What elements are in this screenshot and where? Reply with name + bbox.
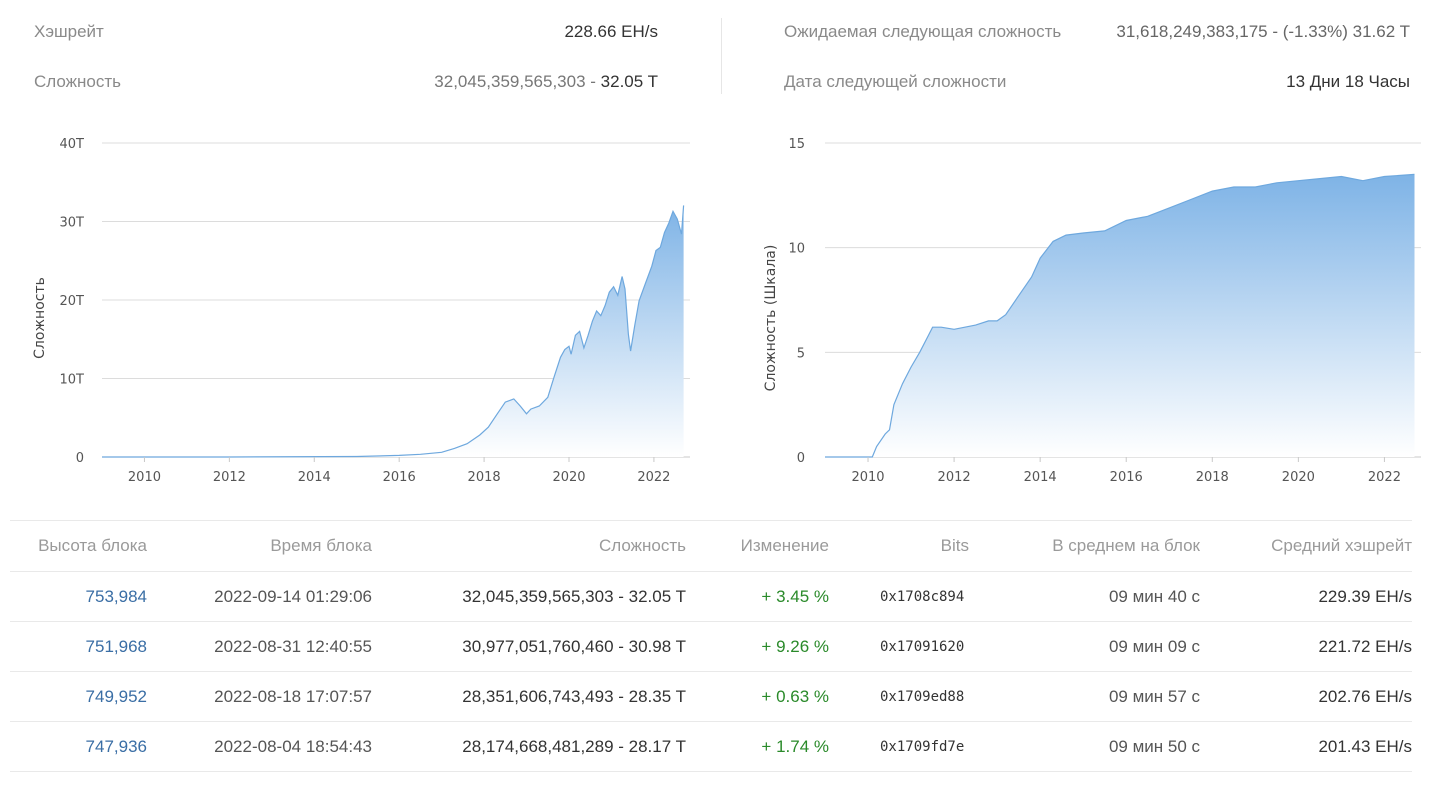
avg-hashrate: 202.76 EH/s	[1200, 671, 1412, 722]
difficulty-log-area	[825, 174, 1415, 457]
x-tick-label: 2012	[938, 470, 971, 485]
column-header-avg-block[interactable]: В среднем на блок	[1017, 520, 1200, 572]
y-tick-label: 10	[788, 242, 805, 257]
block-time: 2022-08-18 17:07:57	[147, 671, 372, 722]
block-bits: 0x17091620	[829, 621, 1017, 672]
y-tick-label: 15	[788, 137, 805, 152]
next-date-label: Дата следующей сложности	[784, 72, 1007, 91]
next-date-value: 13 Дни 18 Часы	[1286, 72, 1410, 91]
difficulty-short: 32.05 T	[600, 72, 658, 91]
difficulty-table: Высота блока Время блока Сложность Измен…	[10, 520, 1412, 772]
difficulty-log-chart: 0 5 10 15 2010 2012 2014 2016 2018 2020 2022 Слож…	[763, 137, 1421, 485]
avg-block-time: 09 мин 57 с	[1017, 671, 1200, 722]
column-header-change[interactable]: Изменение	[686, 520, 829, 572]
x-tick-label: 2016	[383, 470, 416, 485]
x-tick-label: 2022	[1368, 470, 1401, 485]
avg-hashrate: 221.72 EH/s	[1200, 621, 1412, 672]
x-tick-label: 2010	[128, 470, 161, 485]
avg-hashrate: 229.39 EH/s	[1200, 571, 1412, 622]
x-tick-label: 2020	[552, 470, 585, 485]
block-difficulty: 32,045,359,565,303 - 32.05 T	[372, 571, 686, 622]
block-height-link[interactable]: 751,968	[85, 636, 147, 656]
difficulty-change: + 3.45 %	[686, 571, 829, 622]
table-row: 751,968 2022-08-31 12:40:55 30,977,051,7…	[10, 621, 1412, 672]
x-tick-label: 2010	[851, 470, 884, 485]
y-tick-label: 40T	[60, 137, 85, 152]
column-header-height[interactable]: Высота блока	[10, 520, 147, 572]
table-row: 753,984 2022-09-14 01:29:06 32,045,359,5…	[10, 571, 1412, 622]
table-row: 749,952 2022-08-18 17:07:57 28,351,606,7…	[10, 671, 1412, 722]
difficulty-full: 32,045,359,565,303	[434, 72, 586, 91]
difficulty-value: 32,045,359,565,303 - 32.05 T	[434, 72, 658, 92]
hashrate-value: 228.66 EH/s	[564, 22, 658, 41]
column-header-bits[interactable]: Bits	[829, 520, 1017, 572]
block-height-link[interactable]: 753,984	[85, 586, 147, 606]
x-tick-label: 2016	[1110, 470, 1143, 485]
x-tick-label: 2018	[1196, 470, 1229, 485]
difficulty-label: Сложность	[34, 72, 122, 91]
column-header-difficulty[interactable]: Сложность	[372, 520, 686, 572]
block-height-link[interactable]: 749,952	[85, 686, 147, 706]
x-tick-label: 2014	[1024, 470, 1057, 485]
block-bits: 0x1709ed88	[829, 671, 1017, 722]
table-row: 747,936 2022-08-04 18:54:43 28,174,668,4…	[10, 721, 1412, 772]
difficulty-change: + 0.63 %	[686, 671, 829, 722]
avg-block-time: 09 мин 09 с	[1017, 621, 1200, 672]
difficulty-line	[102, 205, 685, 458]
avg-block-time: 09 мин 50 с	[1017, 721, 1200, 772]
block-bits: 0x1709fd7e	[829, 721, 1017, 772]
difficulty-area	[102, 205, 684, 457]
block-difficulty: 28,174,668,481,289 - 28.17 T	[372, 721, 686, 772]
stats-divider	[721, 18, 722, 94]
table-header-row: Высота блока Время блока Сложность Измен…	[10, 520, 1412, 572]
y-tick-label: 30T	[60, 216, 85, 231]
y-axis-label: Сложность	[32, 277, 48, 359]
x-tick-label: 2022	[637, 470, 670, 485]
y-tick-label: 5	[797, 346, 805, 361]
block-difficulty: 30,977,051,760,460 - 30.98 T	[372, 621, 686, 672]
column-header-time[interactable]: Время блока	[147, 520, 372, 572]
block-difficulty: 28,351,606,743,493 - 28.35 T	[372, 671, 686, 722]
next-difficulty-value: 31,618,249,383,175 - (-1.33%) 31.62 T	[1116, 22, 1410, 41]
x-tick-label: 2018	[468, 470, 501, 485]
block-bits: 0x1708c894	[829, 571, 1017, 622]
y-tick-label: 20T	[60, 294, 85, 309]
block-height-link[interactable]: 747,936	[85, 736, 147, 756]
x-tick-label: 2014	[298, 470, 331, 485]
avg-hashrate: 201.43 EH/s	[1200, 721, 1412, 772]
y-axis-label: Сложность (Шкала)	[763, 245, 779, 392]
stats-panel: Хэшрейт 228.66 EH/s Сложность 32,045,359…	[0, 0, 1440, 110]
x-tick-label: 2020	[1282, 470, 1315, 485]
column-header-avg-hashrate[interactable]: Средний хэшрейт	[1200, 520, 1412, 572]
y-tick-label: 0	[797, 451, 805, 466]
next-difficulty-label: Ожидаемая следующая сложность	[784, 22, 1062, 41]
block-time: 2022-09-14 01:29:06	[147, 571, 372, 622]
difficulty-separator: -	[585, 72, 601, 91]
y-tick-label: 10T	[60, 373, 85, 388]
avg-block-time: 09 мин 40 с	[1017, 571, 1200, 622]
hashrate-label: Хэшрейт	[34, 22, 104, 41]
x-tick-label: 2012	[213, 470, 246, 485]
difficulty-change: + 9.26 %	[686, 621, 829, 672]
y-tick-label: 0	[76, 451, 84, 466]
difficulty-chart: 0 10T 20T 30T 40T 2010 2012 2014 2016 2018 2020 20…	[32, 137, 690, 485]
difficulty-change: + 1.74 %	[686, 721, 829, 772]
difficulty-log-line	[825, 173, 1415, 458]
block-time: 2022-08-04 18:54:43	[147, 721, 372, 772]
block-time: 2022-08-31 12:40:55	[147, 621, 372, 672]
